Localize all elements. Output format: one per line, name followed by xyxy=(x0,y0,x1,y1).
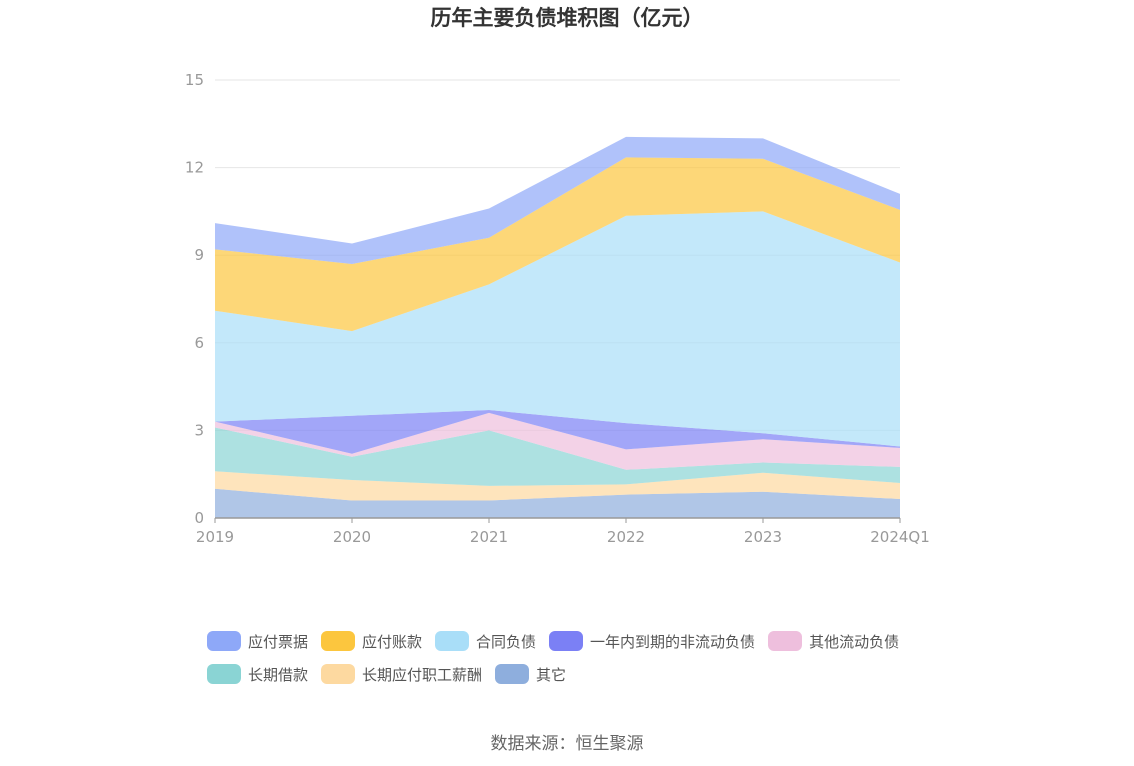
x-tick-label: 2019 xyxy=(196,528,234,546)
x-tick-label: 2021 xyxy=(470,528,508,546)
legend-label: 长期应付职工薪酬 xyxy=(362,665,483,684)
legend-label: 一年内到期的非流动负债 xyxy=(590,632,756,651)
x-tick-label: 2020 xyxy=(333,528,371,546)
legend-item[interactable]: 其它 xyxy=(495,663,566,685)
area-series-0 xyxy=(215,488,900,518)
legend-label: 其它 xyxy=(536,665,567,684)
legend: 应付票据 应付账款 合同负债 一年内到期的非流动负债 其他流动负债长期借款 长期应付职工薪… xyxy=(207,630,967,685)
axes: 0 3 6 9 12 15 2019 2020 2021 2022 2023 2024Q1 xyxy=(185,71,930,546)
y-tick-label: 3 xyxy=(194,421,204,439)
y-tick-label: 6 xyxy=(194,334,204,352)
y-tick-label: 0 xyxy=(194,509,204,527)
y-tick-label: 9 xyxy=(194,246,204,264)
area-series-2 xyxy=(215,427,900,486)
area-series-4 xyxy=(215,410,900,454)
legend-swatch xyxy=(207,664,241,684)
legend-item[interactable]: 合同负债 xyxy=(435,630,536,652)
data-source: 数据来源：恒生聚源 xyxy=(490,734,644,754)
x-tick-label: 2022 xyxy=(607,528,645,546)
legend-swatch xyxy=(768,631,803,651)
area-series-6 xyxy=(215,157,900,332)
y-tick-label: 12 xyxy=(185,159,204,177)
legend-swatch xyxy=(321,631,356,651)
legend-item[interactable]: 应付票据 xyxy=(207,630,308,652)
legend-label: 合同负债 xyxy=(476,632,537,651)
area-series-3 xyxy=(215,412,900,470)
legend-swatch xyxy=(549,631,584,651)
legend-label: 长期借款 xyxy=(248,665,309,684)
legend-swatch xyxy=(435,631,470,651)
legend-label: 应付票据 xyxy=(248,632,309,651)
legend-swatch xyxy=(495,664,530,684)
legend-label: 应付账款 xyxy=(362,632,423,651)
area-series-1 xyxy=(215,471,900,501)
x-tick-label: 2023 xyxy=(744,528,782,546)
legend-item[interactable]: 长期借款 xyxy=(207,663,308,685)
legend-swatch xyxy=(321,664,356,684)
y-tick-label: 15 xyxy=(185,71,204,89)
legend-item[interactable]: 长期应付职工薪酬 xyxy=(321,663,482,685)
legend-item[interactable]: 其他流动负债 xyxy=(768,630,899,652)
chart-title: 历年主要负债堆积图（亿元） xyxy=(430,6,704,30)
area-series-5 xyxy=(215,211,900,447)
legend-label: 其他流动负债 xyxy=(809,632,900,651)
area-series-7 xyxy=(215,136,900,264)
legend-item[interactable]: 应付账款 xyxy=(321,630,422,652)
legend-swatch xyxy=(207,631,241,651)
legend-item[interactable]: 一年内到期的非流动负债 xyxy=(549,630,755,652)
area-series xyxy=(215,136,900,518)
x-tick-label: 2024Q1 xyxy=(870,528,930,546)
